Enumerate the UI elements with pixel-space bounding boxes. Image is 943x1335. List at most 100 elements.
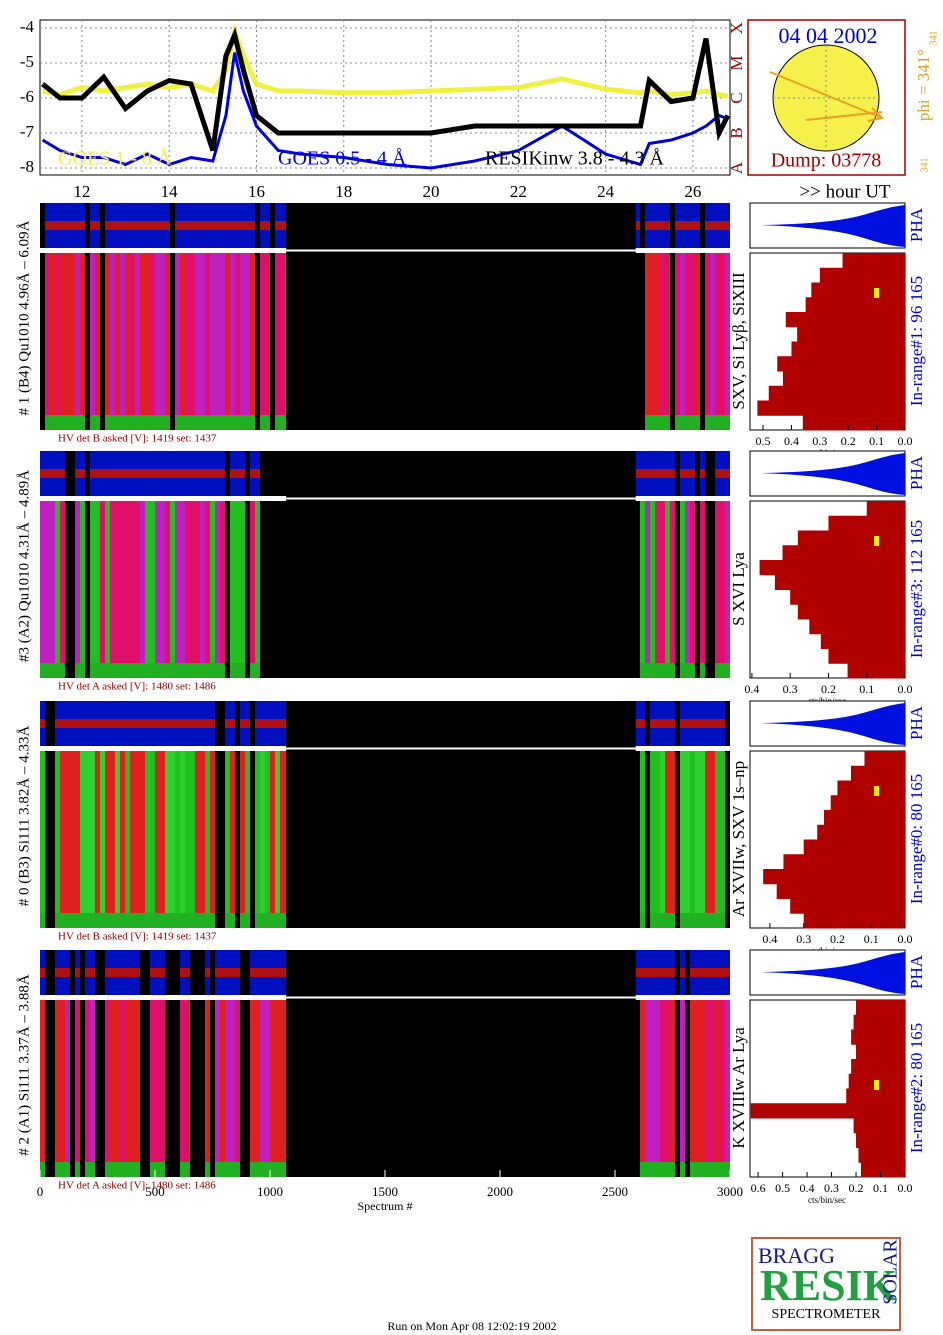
spectrum-column (130, 253, 135, 430)
spectrum-column (115, 751, 120, 928)
spectrum-edge (160, 415, 165, 430)
marker (874, 1080, 879, 1090)
spectrum-column (275, 1000, 280, 1177)
spectrum-column (255, 1000, 260, 1177)
pha-column (165, 950, 170, 995)
pha-column (190, 950, 195, 995)
hist-bar (828, 515, 905, 531)
spectrum-column (280, 253, 285, 430)
pha-label: PHA (907, 954, 926, 989)
hist-bar (817, 824, 905, 840)
spectrum-edge (645, 1162, 650, 1177)
spectrum-edge (90, 415, 95, 430)
spectrum-column (45, 253, 50, 430)
panel-label: # 0 (B3) Si111 3.82Å – 4.33Å (16, 726, 32, 907)
spectrum-column (670, 253, 675, 430)
spectrum-column (165, 253, 170, 430)
spectrum-edge (95, 663, 100, 678)
spectrum-column (160, 1000, 165, 1177)
x-tick-label: 1000 (257, 1184, 283, 1199)
spectrum-edge (685, 415, 690, 430)
spectrum-edge (275, 913, 280, 928)
spectrum-column (710, 253, 715, 430)
hist-tick-label: 0.2 (821, 682, 836, 696)
spectrum-column (70, 253, 75, 430)
spectrum-column (250, 253, 255, 430)
spectrum-edge (650, 1162, 655, 1177)
spectrum-edge (155, 1162, 160, 1177)
spectrum-edge (260, 1162, 265, 1177)
spectrum-edge (225, 415, 230, 430)
spectrum-column (140, 253, 145, 430)
pha-column (260, 451, 265, 496)
spectrum-edge (680, 913, 685, 928)
spectrum-column (260, 751, 265, 928)
spectrum-column (175, 1000, 180, 1177)
spectrum-edge (255, 913, 260, 928)
spectrum-column (675, 751, 680, 928)
spectrum-column (250, 1000, 255, 1177)
spectrum-column (150, 501, 155, 678)
spectrum-column (690, 253, 695, 430)
spectrum-column (75, 1000, 80, 1177)
spectrum-edge (235, 1162, 240, 1177)
spectrum-edge (680, 415, 685, 430)
spectrum-edge (80, 415, 85, 430)
spectrum-edge (655, 913, 660, 928)
pha-column (640, 203, 645, 248)
spectrum-column (230, 1000, 235, 1177)
spectrum-edge (105, 415, 110, 430)
spectrum-column (105, 253, 110, 430)
spectrum-column (140, 751, 145, 928)
sun-dump: Dump: 03778 (771, 150, 882, 172)
hist-bar (797, 604, 905, 620)
spectrum-edge (105, 913, 110, 928)
spectrum-edge (115, 913, 120, 928)
x-tick-label: 18 (335, 182, 352, 201)
spectrum-column (115, 501, 120, 678)
x-tick-label: 3000 (717, 1184, 743, 1199)
spectrum-column (255, 253, 260, 430)
hist-tick-label: 0.6 (751, 1181, 766, 1195)
pha-column (45, 950, 50, 995)
panel-label: # 1 (B4) Qu1010 4.96Å – 6.09Å (16, 220, 32, 415)
spectrum-column (210, 501, 215, 678)
spectrum-column (110, 1000, 115, 1177)
goes-line (41, 52, 729, 170)
goes-line (41, 27, 731, 152)
pha-column (50, 701, 55, 746)
spectrum-column (185, 253, 190, 430)
spectrum-column (280, 501, 285, 678)
spectrum-column (135, 1000, 140, 1177)
spectrum-edge (115, 663, 120, 678)
in-range: In-range#0: 80 165 (907, 774, 926, 904)
hist-tick-label: 0.0 (898, 434, 913, 448)
spectrum-edge (90, 663, 95, 678)
spectrum-edge (665, 1162, 670, 1177)
spectrum-column (155, 1000, 160, 1177)
spectrum-edge (705, 913, 710, 928)
spectrum-column (645, 751, 650, 928)
hist-tick-label: 0.1 (873, 1181, 888, 1195)
pha-column (725, 701, 730, 746)
spectrum-edge (240, 415, 245, 430)
logo-resik: RESIK (760, 1261, 897, 1310)
pha-column (225, 451, 230, 496)
spectrum-edge (225, 1162, 230, 1177)
spectrum-edge (660, 1162, 665, 1177)
spectrum-edge (45, 663, 50, 678)
hist-bar (856, 1132, 905, 1148)
pha-column (695, 451, 700, 496)
panel-label: # 2 (A1) Si111 3.37Å – 3.88Å (16, 974, 32, 1156)
spectrum-column (170, 751, 175, 928)
in-range: In-range#1: 96 165 (907, 276, 926, 406)
hv-label: HV det B asked [V]: 1419 set: 1437 (58, 931, 217, 943)
spectrum-column (695, 1000, 700, 1177)
spectrum-column (675, 1000, 680, 1177)
spectrum-edge (690, 663, 695, 678)
spectrum-edge (260, 913, 265, 928)
spectrum-column (185, 501, 190, 678)
spectrum-column (115, 253, 120, 430)
spectrum-column (665, 751, 670, 928)
spectrum-column (190, 501, 195, 678)
